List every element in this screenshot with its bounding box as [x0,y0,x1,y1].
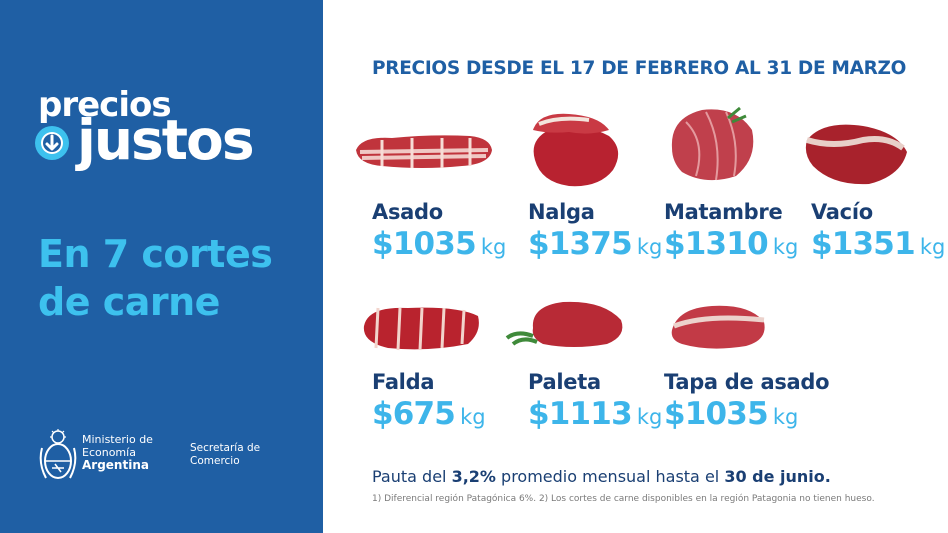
cut-price: $1375 kg [528,224,662,269]
page-title: PRECIOS DESDE EL 17 DE FEBRERO AL 31 DE … [372,58,907,79]
price-unit: kg [772,235,799,259]
price-unit: kg [636,405,663,429]
pauta-percent: 3,2% [451,467,496,486]
logo-justos-text: justos [77,108,255,172]
cut-name: Tapa de asado [664,370,830,394]
price-value: $1113 [528,396,633,432]
price-value: $675 [372,396,456,432]
falda-meat-image [363,307,479,351]
cut-name: Falda [372,370,435,394]
cut-asado: Asado $1035 kg [372,200,506,269]
ministry-line-1: Ministerio de [82,433,153,446]
pauta-mid: promedio mensual hasta el [495,467,725,486]
cut-price: $1035 kg [372,224,506,269]
cut-price: $675 kg [372,394,486,439]
price-unit: kg [636,235,663,259]
price-unit: kg [772,405,799,429]
coat-of-arms-icon [39,429,77,479]
cut-matambre: Matambre $1310 kg [664,200,798,269]
cut-name: Asado [372,200,443,224]
price-value: $1351 [811,226,916,262]
cut-name: Nalga [528,200,595,224]
cut-tapa-de-asado: Tapa de asado $1035 kg [664,370,830,439]
cut-name: Vacío [811,200,873,224]
headline-line-1: En 7 cortes [38,232,273,276]
price-value: $1035 [372,226,477,262]
cut-price: $1113 kg [528,394,662,439]
cut-name: Paleta [528,370,601,394]
pauta-pre: Pauta del [372,467,452,486]
price-value: $1035 [664,396,769,432]
down-arrow-icon [35,126,69,160]
cut-price: $1035 kg [664,394,829,439]
cut-vacio: Vacío $1351 kg [811,200,945,269]
headline-line-2: de carne [38,280,220,324]
cut-price: $1351 kg [811,224,945,269]
ministry-line-2: Economía [82,446,136,459]
nalga-meat-image [533,113,619,187]
matambre-meat-image [671,106,754,181]
cut-nalga: Nalga $1375 kg [528,200,662,269]
cut-falda: Falda $675 kg [372,370,486,439]
secretary-line-2: Comercio [190,455,240,467]
paleta-meat-image [505,301,623,347]
pauta-date: 30 de junio. [724,467,831,486]
pauta-text: Pauta del 3,2% promedio mensual hasta el… [372,467,831,486]
ministry-label: Ministerio de Economía Argentina [82,433,153,472]
vacio-meat-image [805,124,907,185]
price-value: $1310 [664,226,769,262]
cut-paleta: Paleta $1113 kg [528,370,662,439]
price-unit: kg [919,235,946,259]
headline: En 7 cortes de carne [38,230,273,326]
asado-meat-image [356,135,492,168]
logo-precios-text: precios [38,85,172,125]
price-unit: kg [480,235,507,259]
price-unit: kg [460,405,486,429]
ministry-line-3: Argentina [82,458,149,472]
tapa-de-asado-meat-image [671,305,765,349]
cut-name: Matambre [664,200,783,224]
brand-panel: precios justos En 7 cortes de carne Mini… [0,0,323,533]
cut-price: $1310 kg [664,224,798,269]
price-value: $1375 [528,226,633,262]
secretary-label: Secretaría de Comercio [190,442,260,468]
secretary-line-1: Secretaría de [190,442,261,454]
footnote: 1) Diferencial región Patagónica 6%. 2) … [372,494,875,504]
